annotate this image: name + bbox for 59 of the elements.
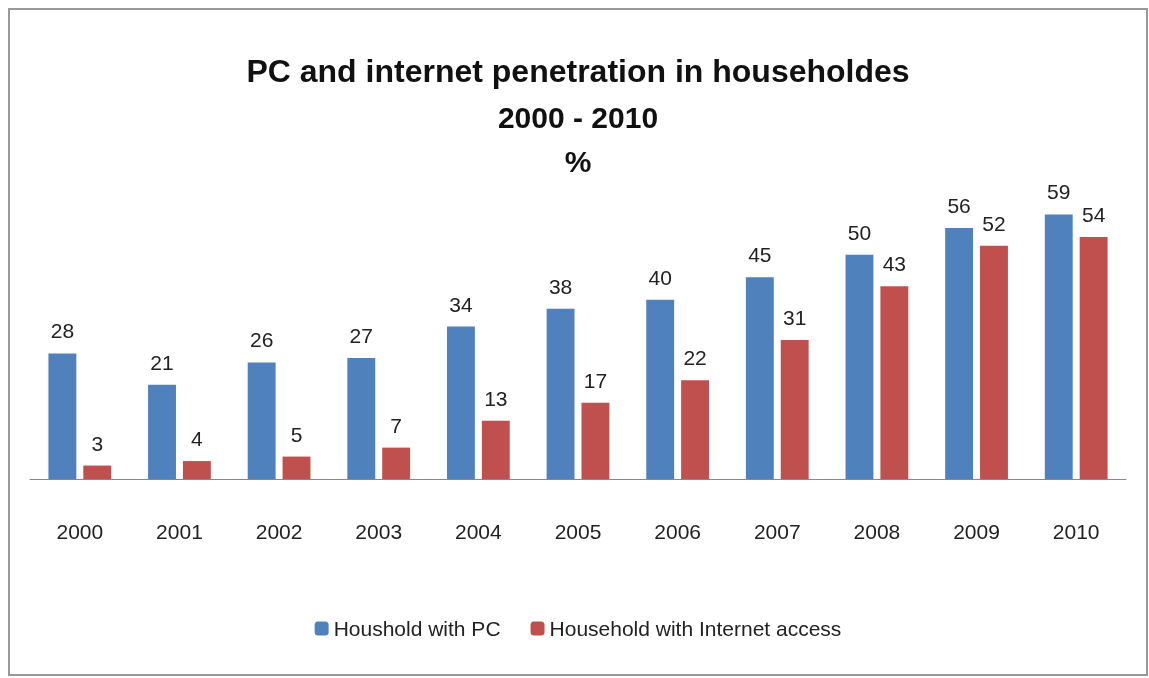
- bar: [880, 286, 909, 479]
- bar: [83, 465, 112, 479]
- data-label: 5: [290, 422, 303, 446]
- bar: [945, 227, 974, 479]
- data-label: 4: [191, 427, 204, 451]
- x-tick-label: 2002: [255, 520, 303, 543]
- data-label: 45: [748, 243, 772, 267]
- chart-title: PC and internet penetration in householdes: [246, 53, 910, 89]
- bar: [148, 384, 176, 479]
- data-label: 22: [683, 346, 707, 370]
- legend-label: Houshold with PC: [333, 617, 501, 640]
- data-label: 21: [150, 350, 174, 374]
- data-label: 54: [1081, 202, 1106, 226]
- data-label: 26: [249, 328, 274, 352]
- x-tick-label: 2000: [56, 520, 104, 543]
- x-tick-label: 2007: [753, 520, 801, 543]
- x-tick-label: 2001: [156, 520, 203, 543]
- data-label: 59: [1047, 180, 1071, 204]
- bar: [481, 420, 510, 479]
- bar: [347, 357, 376, 479]
- bar: [646, 299, 675, 479]
- x-tick-label: 2004: [455, 520, 503, 543]
- data-label: 50: [847, 220, 872, 244]
- data-label: 27: [349, 323, 373, 347]
- data-label: 13: [484, 386, 508, 410]
- x-tick-label: 2006: [654, 520, 701, 543]
- bar: [546, 308, 575, 479]
- bar: [1044, 214, 1073, 479]
- data-label: 3: [91, 431, 104, 455]
- data-label: 40: [648, 265, 672, 289]
- bar: [980, 245, 1008, 479]
- data-label: 7: [390, 413, 403, 437]
- data-label: 28: [50, 319, 75, 343]
- x-tick-label: 2010: [1052, 520, 1100, 543]
- bar: [581, 402, 610, 479]
- bar: [182, 461, 211, 479]
- data-label: 52: [982, 211, 1006, 235]
- bar: [845, 254, 874, 479]
- bar: [247, 362, 276, 479]
- bar: [48, 353, 77, 479]
- data-label: 31: [783, 306, 807, 330]
- data-label: 34: [449, 292, 473, 316]
- bar: [681, 380, 710, 479]
- bar: [1079, 236, 1108, 479]
- data-label: 56: [947, 193, 971, 217]
- bar: [780, 340, 809, 479]
- x-tick-label: 2005: [554, 520, 602, 543]
- bar: [282, 456, 311, 479]
- x-tick-label: 2009: [953, 520, 1000, 543]
- bar: [446, 326, 475, 479]
- legend-label: Household with Internet access: [549, 617, 842, 640]
- data-label: 38: [548, 274, 573, 298]
- bar: [745, 277, 774, 479]
- data-label: 43: [882, 252, 907, 276]
- x-tick-label: 2008: [853, 520, 901, 543]
- x-tick-label: 2003: [355, 520, 403, 543]
- data-label: 17: [583, 368, 608, 392]
- chart-subtitle: 2000 - 2010 %: [497, 100, 659, 178]
- bar: [382, 447, 411, 479]
